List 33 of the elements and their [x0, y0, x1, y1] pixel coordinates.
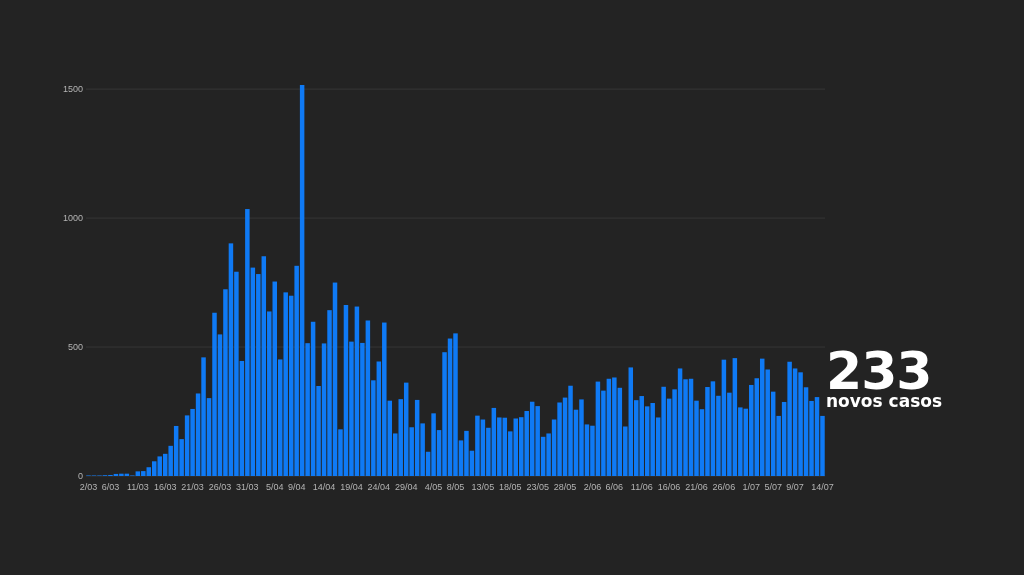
x-tick-label: 13/05	[471, 482, 495, 492]
x-tick-label: 31/03	[236, 482, 259, 492]
x-tick-label: 26/03	[208, 482, 232, 492]
x-tick-label: 28/05	[553, 482, 577, 492]
x-tick-label: 23/05	[526, 482, 549, 492]
x-tick-label: 5/07	[764, 482, 782, 492]
y-tick-label: 500	[67, 342, 83, 353]
x-tick-label: 1/07	[742, 482, 761, 492]
x-tick-label: 4/05	[424, 482, 443, 492]
x-tick-label: 18/05	[499, 482, 522, 492]
x-tick-label: 9/04	[287, 482, 306, 492]
y-tick-label: 1500	[62, 84, 83, 95]
x-tick-label: 8/05	[446, 482, 465, 492]
x-tick-label: 2/03	[79, 482, 98, 492]
x-tick-label: 16/03	[153, 482, 177, 492]
y-tick-label: 0	[77, 471, 83, 482]
x-tick-label: 6/03	[101, 482, 120, 492]
x-tick-label: 6/06	[605, 482, 624, 492]
x-tick-label: 11/03	[126, 482, 149, 492]
x-tick-label: 21/03	[181, 482, 204, 492]
y-tick-label: 1000	[62, 213, 83, 224]
x-tick-label: 29/04	[394, 482, 418, 492]
x-tick-label: 26/06	[712, 482, 736, 492]
x-tick-label: 5/04	[265, 482, 284, 492]
x-tick-label: 19/04	[340, 482, 363, 492]
x-tick-label: 14/07	[811, 482, 834, 492]
x-tick-label: 2/06	[583, 482, 602, 492]
x-tick-label: 21/06	[685, 482, 708, 492]
x-tick-label: 11/06	[630, 482, 653, 492]
x-tick-label: 9/07	[786, 482, 804, 492]
x-tick-label: 24/04	[367, 482, 391, 492]
x-tick-label: 16/06	[657, 482, 681, 492]
x-tick-label: 14/04	[312, 482, 336, 492]
